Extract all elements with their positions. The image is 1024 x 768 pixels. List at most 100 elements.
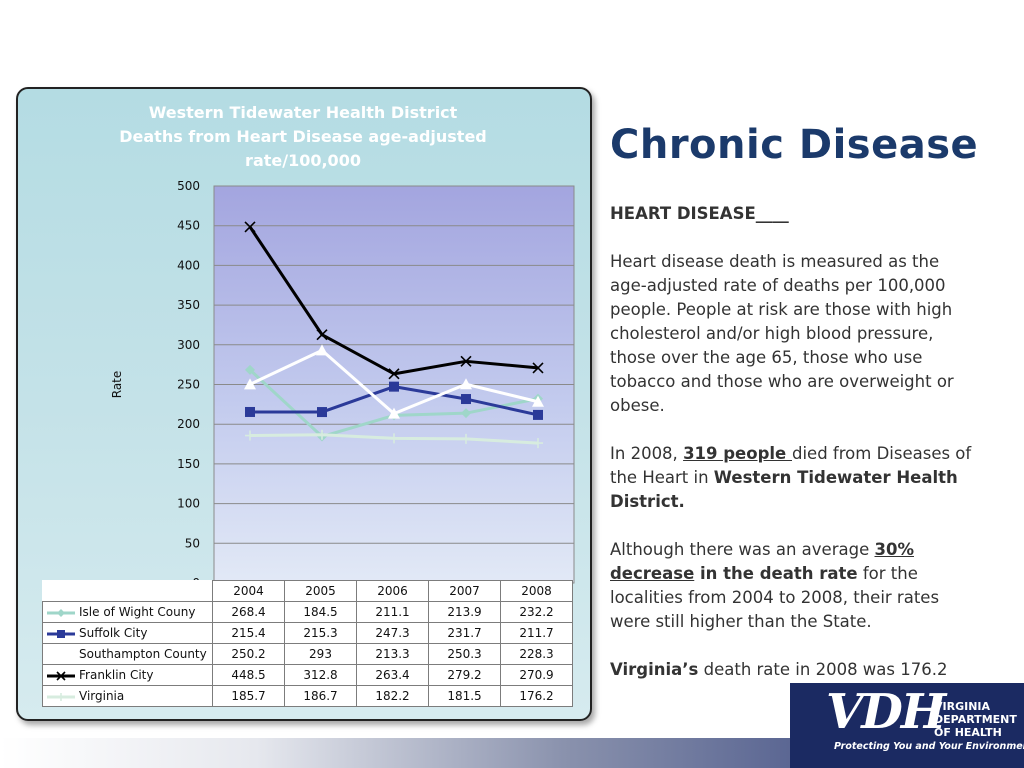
- p4-text: death rate in 2008 was 176.2: [698, 660, 948, 679]
- data-point: [316, 344, 328, 356]
- p3-percent: 30% decrease: [610, 540, 914, 583]
- table-cell: 231.7: [428, 622, 501, 644]
- table-cell: 263.4: [356, 664, 429, 686]
- data-point: [461, 408, 471, 419]
- legend-key-icon: [47, 629, 75, 638]
- data-point: [388, 407, 400, 419]
- table-cell: 250.2: [212, 643, 285, 665]
- p3-death-rate: in the death rate: [694, 564, 858, 583]
- series-name: Isle of Wight Couny: [79, 605, 196, 619]
- table-corner: [43, 581, 213, 602]
- y-axis-label: Rate: [110, 371, 124, 399]
- body-text: HEART DISEASE____ Heart disease death is…: [610, 202, 975, 706]
- series-name: Franklin City: [79, 668, 154, 682]
- paragraph-definition: Heart disease death is measured as the a…: [610, 252, 954, 415]
- table-cell: 215.3: [284, 622, 357, 644]
- table-header-2005: 2005: [284, 580, 357, 602]
- data-point: [533, 409, 543, 420]
- p3-text-d: for the localities from 2004 to 2008, th…: [610, 564, 940, 631]
- data-point: [244, 378, 256, 390]
- table-cell: 184.5: [284, 601, 357, 623]
- vdh-tagline: Protecting You and Your Environment: [834, 741, 1024, 752]
- data-point: [245, 364, 255, 375]
- data-point: [533, 438, 543, 449]
- vdh-logo-text: VIRGINIA DEPARTMENT OF HEALTH: [934, 700, 1017, 739]
- data-point: [460, 378, 472, 390]
- table-cell: 279.2: [428, 664, 501, 686]
- y-tick-label: 100: [177, 497, 200, 511]
- table-cell: 213.9: [428, 601, 501, 623]
- table-row: Franklin City 448.5 312.8 263.4 279.2 270.9: [42, 664, 573, 686]
- table-header-2007: 2007: [428, 580, 501, 602]
- y-tick-label: 500: [177, 179, 200, 193]
- y-tick-label: 350: [177, 298, 200, 312]
- y-tick-label: 300: [177, 338, 200, 352]
- series-name: Virginia: [79, 689, 125, 703]
- table-cell: 215.4: [212, 622, 285, 644]
- data-point: [317, 407, 327, 418]
- data-point: [461, 433, 471, 444]
- table-cell: 247.3: [356, 622, 429, 644]
- y-tick-label: 250: [177, 378, 200, 392]
- table-cell: 186.7: [284, 685, 357, 707]
- table-cell: 211.1: [356, 601, 429, 623]
- table-cell: 232.2: [500, 601, 573, 623]
- legend-cell: Franklin City: [42, 664, 213, 686]
- table-cell: 228.3: [500, 643, 573, 665]
- legend-cell: Isle of Wight Couny: [42, 601, 213, 623]
- legend-key-icon: [47, 649, 75, 659]
- legend-cell: Southampton County: [42, 643, 213, 665]
- table-cell: 312.8: [284, 664, 357, 686]
- data-point: [317, 429, 327, 440]
- table-row: Virginia 185.7 186.7 182.2 181.5 176.2: [42, 685, 573, 707]
- table-cell: 213.3: [356, 643, 429, 665]
- data-point: [460, 355, 472, 367]
- data-point: [316, 329, 328, 341]
- paragraph-deaths-2008: In 2008, 319 people died from Diseases o…: [610, 442, 975, 514]
- vdh-logo: [790, 683, 1024, 768]
- data-point: [532, 362, 544, 374]
- data-table: 2004 2005 2006 2007 2008 Isle of Wight C…: [42, 580, 573, 707]
- vdh-logo-mark: VDH: [826, 684, 946, 740]
- p4-virginia: Virginia’s: [610, 660, 699, 679]
- table-cell: 181.5: [428, 685, 501, 707]
- slide-title: Chronic Disease: [610, 122, 979, 168]
- table-cell: 182.2: [356, 685, 429, 707]
- table-row: Southampton County 250.2 293 213.3 250.3 228.…: [42, 643, 573, 665]
- table-header-2006: 2006: [356, 580, 429, 602]
- p2-text-c: died from Diseases of the Heart in: [610, 444, 972, 487]
- table-cell: 211.7: [500, 622, 573, 644]
- legend-key-icon: [47, 608, 75, 617]
- table-cell: 176.2: [500, 685, 573, 707]
- p2-text-a: In 2008,: [610, 444, 684, 463]
- data-point: [245, 406, 255, 417]
- paragraph-decrease: Although there was an average 30% decrea…: [610, 538, 975, 634]
- chart-title: Western Tidewater Health District Deaths…: [98, 101, 508, 173]
- table-cell: 448.5: [212, 664, 285, 686]
- table-cell: 185.7: [212, 685, 285, 707]
- table-cell: 268.4: [212, 601, 285, 623]
- section-heading: HEART DISEASE____: [610, 204, 789, 223]
- y-tick-label: 50: [185, 536, 200, 550]
- y-tick-label: 400: [177, 258, 200, 272]
- logo-line-3: OF HEALTH: [934, 726, 1002, 739]
- data-point: [245, 430, 255, 441]
- data-point: [532, 395, 544, 407]
- y-tick-label: 200: [177, 417, 200, 431]
- table-row: Suffolk City 215.4 215.3 247.3 231.7 211.7: [42, 622, 573, 644]
- series-name: Suffolk City: [79, 626, 148, 640]
- table-cell: 250.3: [428, 643, 501, 665]
- table-header-2008: 2008: [500, 580, 573, 602]
- data-point: [388, 368, 400, 380]
- chart-title-line-1: Western Tidewater Health District: [148, 103, 458, 122]
- y-tick-label: 150: [177, 457, 200, 471]
- legend-key-icon: [47, 692, 75, 701]
- chart-panel: Western Tidewater Health District Deaths…: [16, 87, 592, 721]
- chart-title-line-3: rate/100,000: [245, 151, 361, 170]
- series-name: Southampton County: [79, 647, 207, 661]
- chart-title-line-2: Deaths from Heart Disease age-adjusted: [119, 127, 487, 146]
- legend-cell: Suffolk City: [42, 622, 213, 644]
- data-point: [389, 433, 399, 444]
- y-tick-label: 450: [177, 219, 200, 233]
- data-point: [389, 381, 399, 392]
